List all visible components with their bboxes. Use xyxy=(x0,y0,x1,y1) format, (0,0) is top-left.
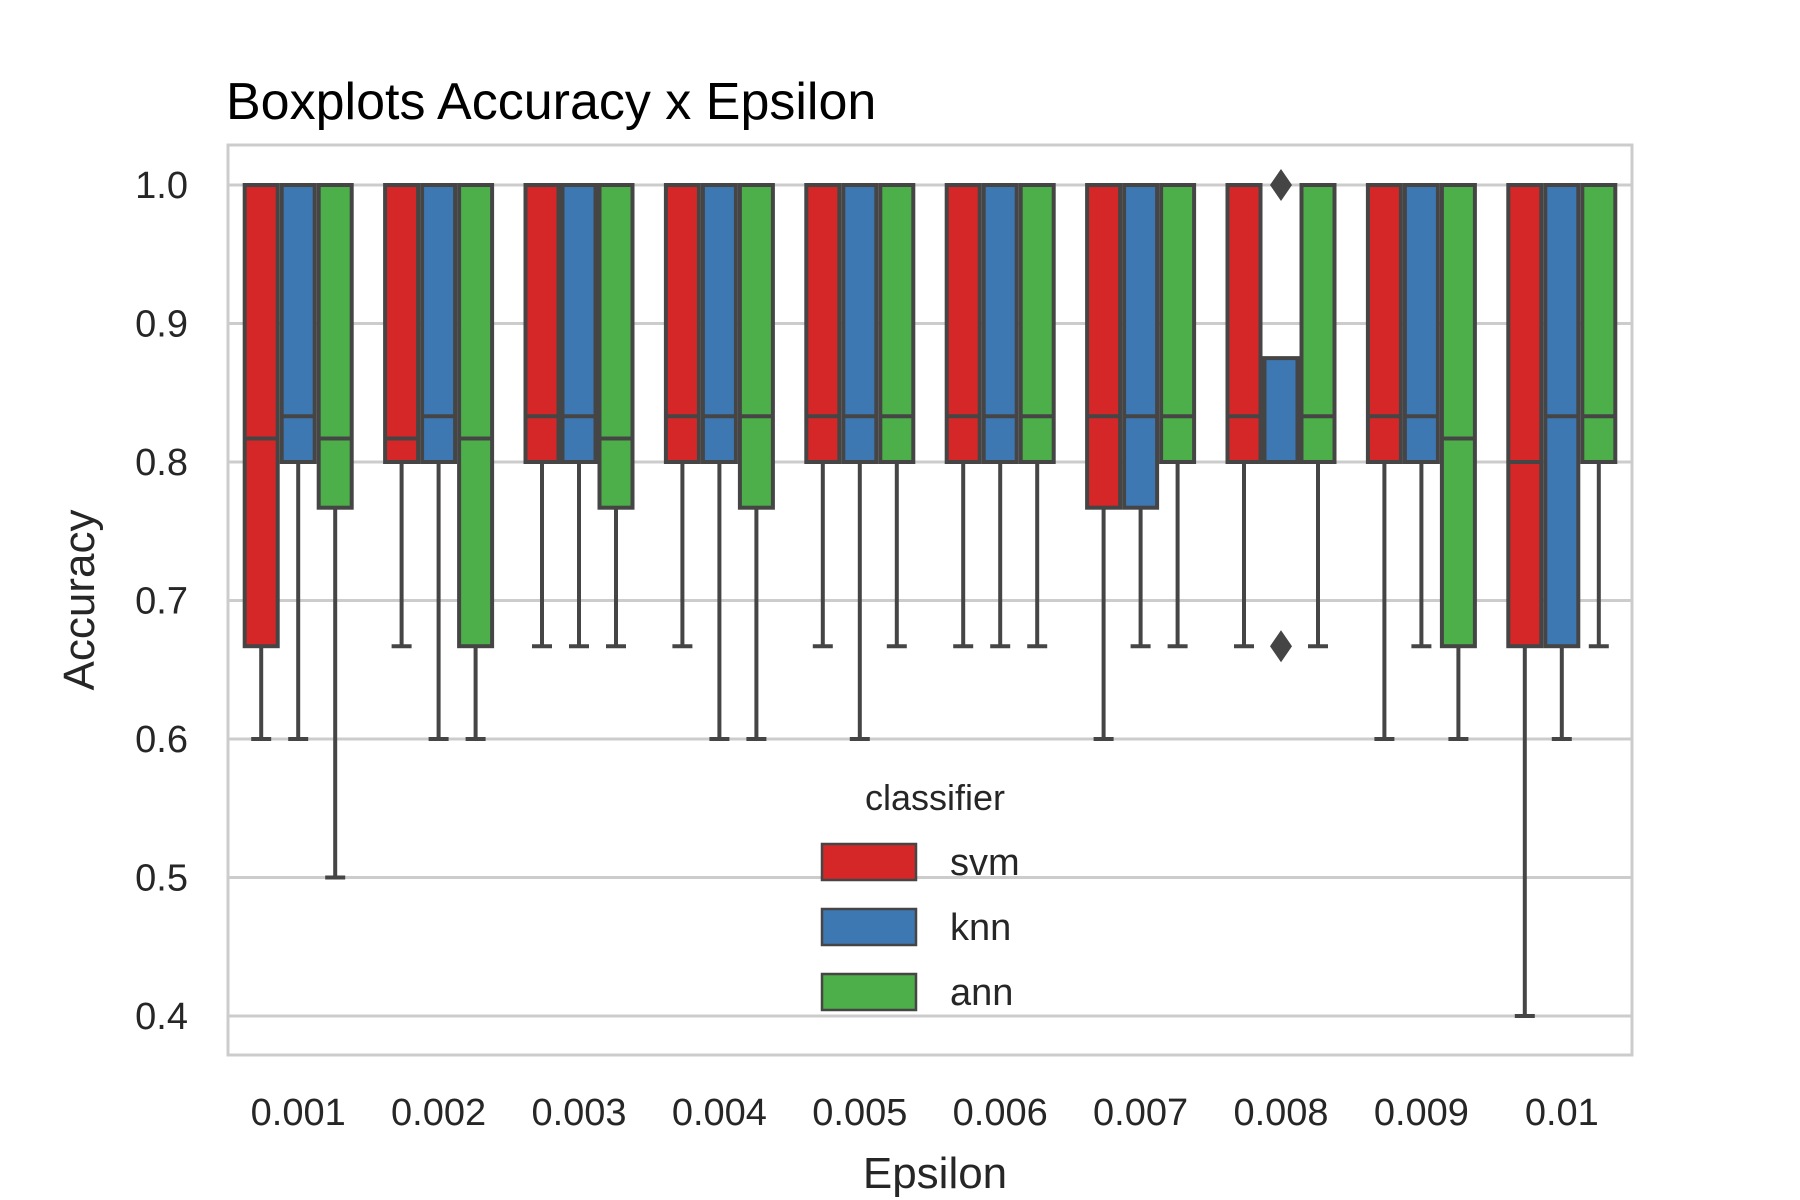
box-body xyxy=(383,183,421,464)
box-svm-0.003 xyxy=(523,183,561,649)
box-body xyxy=(700,183,738,464)
box-ann-0.008 xyxy=(1299,183,1337,649)
box-body xyxy=(944,183,982,464)
y-tick-label: 0.8 xyxy=(135,442,188,484)
box-body xyxy=(737,183,775,510)
box-knn-0.001 xyxy=(279,183,317,741)
legend-label-ann: ann xyxy=(950,972,1013,1014)
box-body xyxy=(841,183,879,464)
box-ann-0.002 xyxy=(457,183,495,741)
box-body xyxy=(279,183,317,464)
box-knn-0.008 xyxy=(1262,169,1300,663)
outlier-marker xyxy=(1270,630,1292,663)
box-body xyxy=(1225,183,1263,464)
box-ann-0.009 xyxy=(1439,183,1477,741)
box-body xyxy=(1018,183,1056,464)
x-tick-label: 0.003 xyxy=(531,1092,626,1134)
box-knn-0.006 xyxy=(981,183,1019,649)
box-body xyxy=(981,183,1019,464)
legend-title: classifier xyxy=(865,777,1005,818)
box-body xyxy=(804,183,842,464)
box-ann-0.001 xyxy=(316,183,354,880)
box-svm-0.006 xyxy=(944,183,982,649)
legend-swatch-ann xyxy=(820,972,918,1012)
x-tick-label: 0.001 xyxy=(251,1092,346,1134)
box-svm-0.007 xyxy=(1085,183,1123,741)
box-body xyxy=(1299,183,1337,464)
box-knn-0.005 xyxy=(841,183,879,741)
box-svm-0.001 xyxy=(242,183,280,741)
box-knn-0.007 xyxy=(1122,183,1160,649)
chart-title: Boxplots Accuracy x Epsilon xyxy=(226,73,876,131)
legend-label-knn: knn xyxy=(950,907,1011,949)
y-axis-label: Accuracy xyxy=(55,510,104,691)
box-ann-0.006 xyxy=(1018,183,1056,649)
box-ann-0.003 xyxy=(597,183,635,649)
box-body xyxy=(663,183,701,464)
y-tick-label: 0.4 xyxy=(135,996,188,1038)
x-tick-label: 0.008 xyxy=(1233,1092,1328,1134)
x-axis-label: Epsilon xyxy=(863,1149,1007,1198)
box-ann-0.005 xyxy=(878,183,916,649)
x-tick-labels: 0.001 0.002 0.003 0.004 0.005 0.006 0.007 0.008… xyxy=(251,1092,1599,1134)
box-svm-0.01 xyxy=(1506,183,1544,1018)
y-tick-labels: 0.4 0.5 0.6 0.7 0.8 0.9 1.0 xyxy=(135,165,188,1038)
y-tick-label: 0.9 xyxy=(135,304,188,346)
box-series xyxy=(242,169,1618,1018)
x-tick-label: 0.002 xyxy=(391,1092,486,1134)
box-knn-0.003 xyxy=(560,183,598,649)
legend: classifier svm knn ann xyxy=(820,777,1020,1014)
legend-swatch-svm xyxy=(820,842,918,882)
box-body xyxy=(597,183,635,510)
box-svm-0.002 xyxy=(383,183,421,649)
box-body xyxy=(1402,183,1440,464)
box-svm-0.005 xyxy=(804,183,842,649)
box-body xyxy=(878,183,916,464)
x-tick-label: 0.007 xyxy=(1093,1092,1188,1134)
box-knn-0.01 xyxy=(1543,183,1581,741)
box-body xyxy=(523,183,561,464)
x-tick-label: 0.004 xyxy=(672,1092,767,1134)
box-knn-0.009 xyxy=(1402,183,1440,649)
box-body xyxy=(1439,183,1477,649)
y-tick-label: 0.6 xyxy=(135,719,188,761)
box-ann-0.004 xyxy=(737,183,775,741)
box-body xyxy=(1262,356,1300,464)
box-body xyxy=(1580,183,1618,464)
box-body xyxy=(457,183,495,649)
box-body xyxy=(1365,183,1403,464)
box-knn-0.004 xyxy=(700,183,738,741)
y-tick-label: 1.0 xyxy=(135,165,188,207)
box-body xyxy=(560,183,598,464)
box-ann-0.007 xyxy=(1159,183,1197,649)
box-svm-0.009 xyxy=(1365,183,1403,741)
box-body xyxy=(316,183,354,510)
box-svm-0.008 xyxy=(1225,183,1263,649)
plot-frame xyxy=(226,143,1634,1057)
legend-swatch-knn xyxy=(820,907,918,947)
x-tick-label: 0.01 xyxy=(1525,1092,1599,1134)
box-knn-0.002 xyxy=(420,183,458,741)
box-body xyxy=(1085,183,1123,510)
legend-items: svm knn ann xyxy=(820,842,1020,1014)
box-svm-0.004 xyxy=(663,183,701,649)
legend-label-svm: svm xyxy=(950,842,1020,884)
box-body xyxy=(420,183,458,464)
y-tick-label: 0.7 xyxy=(135,581,188,623)
x-tick-label: 0.006 xyxy=(953,1092,1048,1134)
outlier-marker xyxy=(1270,169,1292,201)
x-tick-label: 0.009 xyxy=(1374,1092,1469,1134)
box-body xyxy=(1122,183,1160,510)
box-body xyxy=(242,183,280,649)
box-body xyxy=(1159,183,1197,464)
box-body xyxy=(1506,183,1544,649)
box-ann-0.01 xyxy=(1580,183,1618,649)
y-tick-label: 0.5 xyxy=(135,858,188,900)
x-tick-label: 0.005 xyxy=(812,1092,907,1134)
